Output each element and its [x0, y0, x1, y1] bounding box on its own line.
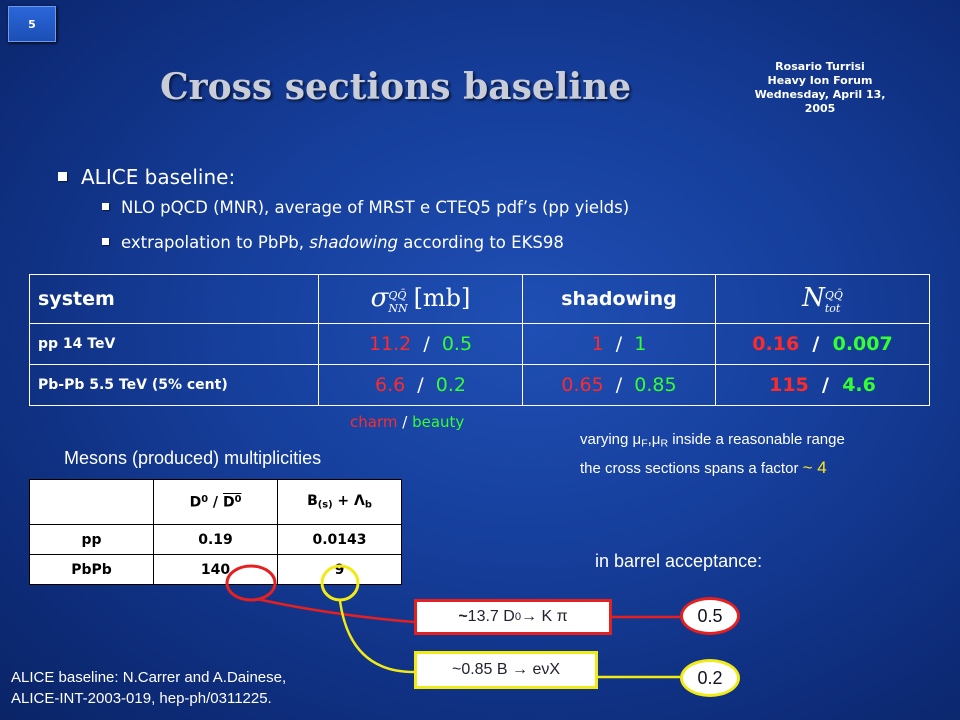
bullet-alice-baseline: ALICE baseline:	[58, 165, 235, 189]
charm-beauty-legend: charm / beauty	[350, 413, 465, 431]
sigma-cell: 6.6 / 0.2	[318, 364, 523, 406]
red-connector	[256, 597, 415, 624]
slide-title: Cross sections baseline	[160, 66, 632, 108]
bullet-extrapolation: extrapolation to PbPb, shadowing accordi…	[102, 233, 564, 252]
system-cell: Pb-Pb 5.5 TeV (5% cent)	[29, 364, 319, 406]
b-value-oval: 0.2	[680, 659, 740, 697]
varying-note: varying μF,μR inside a reasonable range …	[580, 431, 845, 477]
mesons-corner	[29, 479, 154, 525]
table-row: pp 14 TeV 11.2 / 0.5 1 / 1 0.16 / 0.007	[29, 323, 930, 365]
header-b: B(s) + Λb	[277, 479, 402, 525]
event-name: Heavy Ion Forum	[767, 74, 873, 87]
bullet-square-icon	[102, 203, 109, 210]
row-label: PbPb	[29, 554, 154, 585]
table-header-row: system σ QQ̄ NN [mb] shadowing N QQ̄ tot	[29, 274, 930, 324]
cross-section-table: system σ QQ̄ NN [mb] shadowing N QQ̄ tot pp 1…	[29, 274, 930, 406]
header-ntot: N QQ̄ tot	[715, 274, 930, 324]
page-number: 5	[8, 6, 56, 42]
yellow-connector	[338, 600, 415, 674]
table-row: PbPb 140 9	[29, 554, 402, 585]
d-value: 0.19	[153, 524, 278, 555]
ellipse-140-highlight	[225, 564, 277, 602]
header-system: system	[29, 274, 319, 324]
author-block: Rosario Turrisi Heavy Ion Forum Wednesda…	[740, 60, 900, 116]
reference-note: ALICE baseline: N.Carrer and A.Dainese, …	[11, 669, 287, 707]
bullet-nlo: NLO pQCD (MNR), average of MRST e CTEQ5 …	[102, 198, 629, 217]
row-label: pp	[29, 524, 154, 555]
shadowing-cell: 1 / 1	[522, 323, 716, 365]
d-value: 140	[153, 554, 278, 585]
table-row: Pb-Pb 5.5 TeV (5% cent) 6.6 / 0.2 0.65 /…	[29, 364, 930, 406]
sigma-cell: 11.2 / 0.5	[318, 323, 523, 365]
mesons-title: Mesons (produced) multiplicities	[64, 448, 322, 468]
header-shadowing: shadowing	[522, 274, 716, 324]
author-name: Rosario Turrisi	[775, 60, 865, 73]
event-date: Wednesday, April 13, 2005	[754, 88, 886, 115]
mesons-table: D0 / D0 B(s) + Λb pp 0.19 0.0143 PbPb 14…	[29, 479, 402, 585]
ntot-cell: 115 / 4.6	[715, 364, 930, 406]
header-sigma: σ QQ̄ NN [mb]	[318, 274, 523, 324]
bullet-square-icon	[58, 172, 67, 181]
ellipse-9-highlight	[320, 564, 360, 602]
b-value: 0.0143	[277, 524, 402, 555]
b-decay-box: ~0.85 B → eνX	[414, 651, 598, 689]
b-value: 9	[277, 554, 402, 585]
ntot-cell: 0.16 / 0.007	[715, 323, 930, 365]
d0-value-oval: 0.5	[680, 597, 740, 635]
table-row: pp 0.19 0.0143	[29, 524, 402, 555]
barrel-acceptance-label: in barrel acceptance:	[595, 551, 763, 571]
bullet-square-icon	[102, 238, 109, 245]
